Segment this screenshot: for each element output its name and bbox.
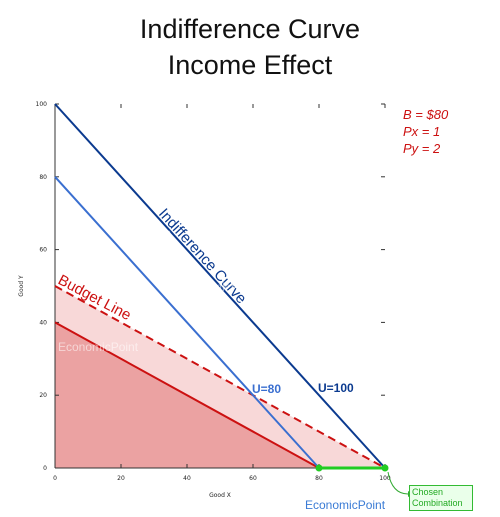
x-tick-label: 40 (183, 475, 191, 482)
x-tick-label: 100 (379, 475, 391, 482)
chosen-point-1 (315, 464, 323, 472)
x-tick-label: 80 (315, 475, 323, 482)
watermark-1: Economic (118, 226, 171, 240)
watermark-2: EconomicPoint (178, 280, 259, 294)
chart-subtitle: Income Effect (167, 50, 333, 80)
chart-title: Indifference Curve (139, 14, 361, 44)
budget-line (54, 321, 320, 469)
u80-label: U=80 (252, 382, 281, 396)
param-px: Px = 1 (403, 124, 441, 139)
chosen-point-2 (381, 464, 389, 472)
x-tick-label: 60 (249, 475, 257, 482)
x-tick-label: 0 (53, 475, 57, 482)
u80-line (54, 176, 320, 469)
callout-line-2: Combination (412, 498, 463, 508)
y-tick-label: 0 (43, 465, 47, 472)
u100-line (54, 103, 386, 469)
credit-point: Point (357, 498, 386, 512)
y-axis-label: Good Y (18, 275, 25, 297)
new-budget-line (54, 285, 386, 469)
x-tick-label: 20 (117, 475, 125, 482)
u100-label: U=100 (318, 381, 354, 395)
x-axis-label: Good X (209, 492, 231, 499)
credit: EconomicPoint (305, 498, 385, 512)
y-tick-label: 100 (36, 101, 48, 108)
y-tick-label: 60 (39, 247, 47, 254)
budget-parameters: B = $80 Px = 1 Py = 2 (403, 106, 448, 157)
param-py: Py = 2 (403, 141, 441, 156)
param-budget: B = $80 (403, 107, 449, 122)
watermark-3: EconomicPoint (58, 340, 139, 354)
y-tick-label: 20 (39, 392, 47, 399)
credit-economic: Economic (305, 498, 358, 512)
callout-connector (387, 471, 409, 495)
y-tick-label: 40 (39, 319, 47, 326)
y-tick-label: 80 (39, 174, 47, 181)
chosen-combination-callout: Chosen Combination (409, 485, 473, 511)
callout-line-1: Chosen (412, 487, 444, 497)
